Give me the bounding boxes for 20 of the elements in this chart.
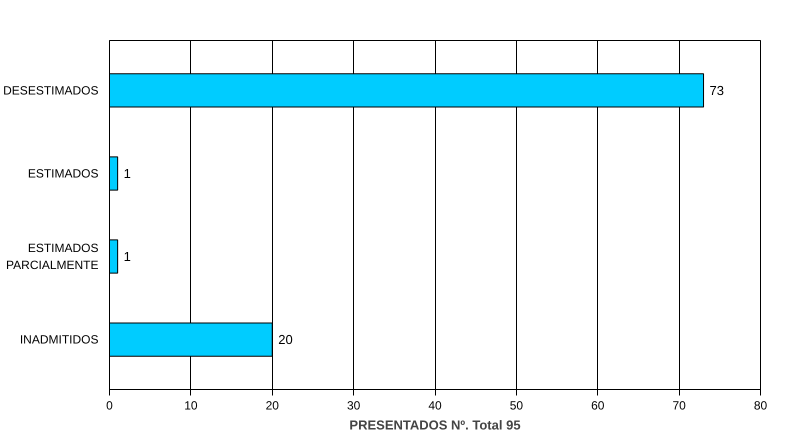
x-tick-label: 60 <box>591 398 605 412</box>
y-tick-label: ESTIMADOS PARCIALMENTE <box>6 241 99 272</box>
bar <box>110 239 118 274</box>
y-tick-label: DESESTIMADOS <box>3 83 99 98</box>
x-tick-label: 30 <box>346 398 361 412</box>
data-label: 1 <box>124 249 131 264</box>
data-label: 73 <box>710 82 724 98</box>
bar <box>110 156 118 191</box>
x-axis-title: PRESENTADOS Nº. Total 95 <box>349 418 521 432</box>
x-tick-label: 20 <box>266 398 280 412</box>
x-tick-label: 40 <box>428 398 442 412</box>
y-tick-label: INADMITIDOS <box>20 332 99 347</box>
x-tick-label: 0 <box>106 398 114 412</box>
y-tick-label: ESTIMADOS <box>28 166 99 180</box>
x-tick-label: 80 <box>754 398 768 412</box>
x-tick-label: 70 <box>672 398 686 412</box>
data-label: 1 <box>124 166 131 181</box>
x-tick-label: 50 <box>510 398 524 412</box>
x-tick-label: 10 <box>184 398 198 412</box>
data-label: 20 <box>278 332 293 348</box>
